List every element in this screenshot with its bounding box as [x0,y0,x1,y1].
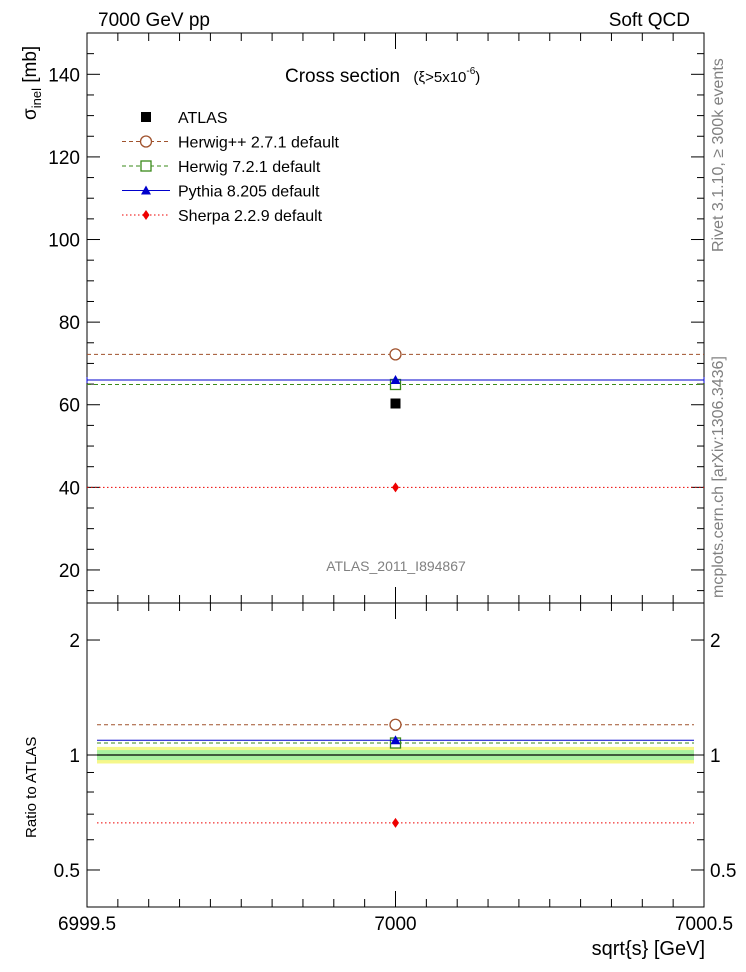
main-panel: 20 40 60 80 100 120 140 Cross section (ξ>5x10-… [20,32,705,604]
ratio-x-ticks [86,603,705,907]
legend-label: Herwig++ 2.7.1 default [178,135,340,152]
legend: ATLAS Herwig++ 2.7.1 default Herwig 7.2.1 … [122,110,340,225]
legend-label: Herwig 7.2.1 default [178,159,321,176]
data-point [390,374,401,384]
data-point [389,348,402,361]
y-tick-label: 140 [48,65,80,86]
y-label-unit: [mb] [20,46,41,88]
ratio-point [389,718,402,731]
legend-label: Pythia 8.205 default [178,184,320,201]
main-y-ticks: 20 40 60 80 100 120 140 [48,53,704,592]
series-sherpa-2-2-9-default [87,482,704,493]
series-pythia-8-205-default [86,374,705,384]
rivet-label: Rivet 3.1.10, ≥ 300k events [710,58,727,252]
ratio-series [97,718,694,828]
main-y-axis-label: σinel [mb] [20,46,44,120]
chart-title: Cross section (ξ>5x10-6) [285,66,480,87]
watermark: ATLAS_2011_I894867 [326,558,466,574]
legend-marker [141,112,151,122]
legend-entry: ATLAS [141,110,228,127]
ratio-y-tick-label-right: 0.5 [710,861,736,882]
ratio-point [390,735,401,745]
chart-title-close: ) [475,69,480,86]
x-axis-label: sqrt{s} [GeV] [592,938,705,960]
legend-marker [142,210,150,220]
x-tick-label: 7000 [374,914,416,935]
y-label-sub: inel [29,88,44,108]
ratio-y-tick-label: 2 [69,631,80,652]
header-right: Soft QCD [609,10,690,31]
y-tick-label: 40 [59,478,80,499]
ratio-y-axis-label: Ratio to ATLAS [23,737,40,838]
legend-entry: Pythia 8.205 default [122,184,320,201]
ratio-series-sherpa-2-2-9-default [97,817,694,828]
legend-entry: Herwig++ 2.7.1 default [122,135,340,152]
ratio-y-tick-label-right: 1 [710,746,721,767]
series-atlas [390,398,401,409]
y-tick-label: 120 [48,148,80,169]
data-point [392,482,399,493]
header-left: 7000 GeV pp [98,10,210,31]
x-tick-label: 6999.5 [58,914,116,935]
ratio-series-pythia-8-205-default [97,735,694,745]
chart-title-main: Cross section [285,66,400,87]
legend-label: Sherpa 2.2.9 default [178,208,323,225]
main-x-ticks [86,33,705,603]
y-tick-label: 100 [48,231,80,252]
legend-entry: Herwig 7.2.1 default [122,159,321,176]
legend-marker [141,185,151,195]
main-series [86,348,705,493]
ratio-series-herwig-2-7-1-default [97,718,694,731]
series-herwig-2-7-1-default [87,348,704,361]
x-tick-label: 7000.5 [675,914,733,935]
ratio-panel: 0.5 0.51 12 2 Ratio to ATLAS sqrt{s} [GeV] … [23,602,736,960]
legend-marker [140,160,152,172]
ratio-y-tick-label: 0.5 [54,861,80,882]
legend-marker [139,135,153,148]
x-tick-labels: 6999.5 7000 7000.5 [58,914,733,935]
ratio-y-ticks: 0.5 0.5 1 1 2 2 [54,631,736,908]
data-point [390,398,401,409]
y-label-sigma: σ [20,108,41,120]
y-tick-label: 20 [59,561,80,582]
y-tick-label: 80 [59,313,80,334]
ratio-y-tick-label: 1 [69,746,80,767]
ratio-y-tick-label-right: 2 [710,631,721,652]
ratio-band [97,746,694,764]
legend-entry: Sherpa 2.2.9 default [122,208,323,225]
chart-title-suffix: (ξ>5x10 [413,69,466,86]
ratio-point [392,817,399,828]
y-tick-label: 60 [59,396,80,417]
legend-label: ATLAS [178,110,228,127]
chart-title-sup: -6 [466,66,475,77]
mcplots-label: mcplots.cern.ch [arXiv:1306.3436] [710,356,727,598]
